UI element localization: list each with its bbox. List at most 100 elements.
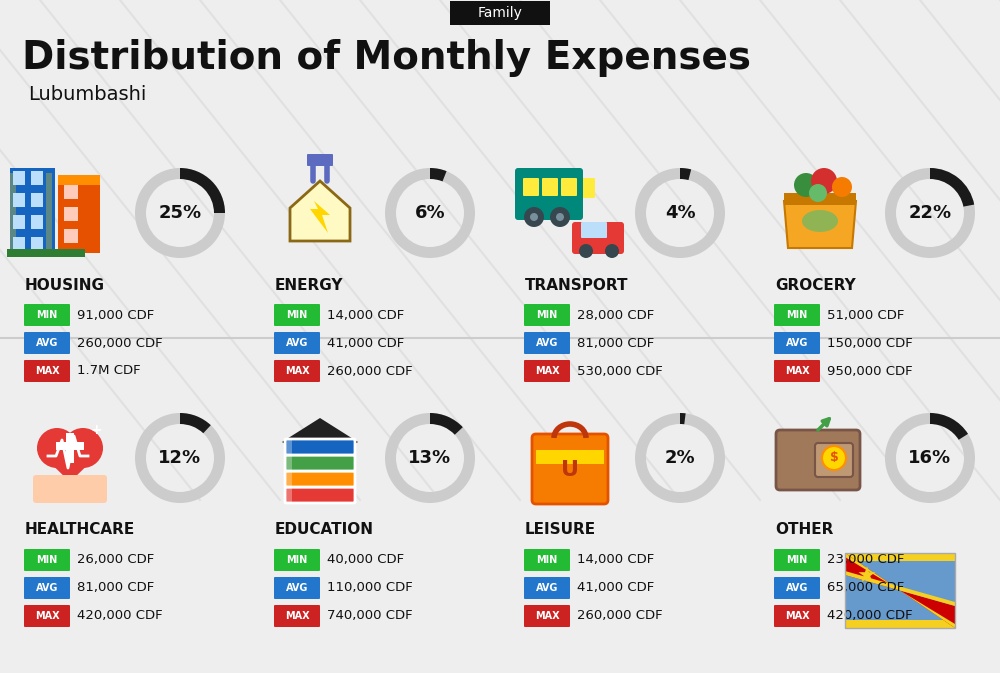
Text: 25%: 25% <box>158 204 202 222</box>
FancyBboxPatch shape <box>58 175 100 185</box>
Circle shape <box>832 177 852 197</box>
FancyBboxPatch shape <box>31 193 43 207</box>
Text: 22%: 22% <box>908 204 952 222</box>
FancyBboxPatch shape <box>774 332 820 354</box>
Circle shape <box>579 244 593 258</box>
FancyBboxPatch shape <box>774 304 820 326</box>
Text: 740,000 CDF: 740,000 CDF <box>327 610 413 623</box>
Text: AVG: AVG <box>786 338 808 348</box>
FancyBboxPatch shape <box>274 549 320 571</box>
Text: 41,000 CDF: 41,000 CDF <box>577 581 654 594</box>
FancyBboxPatch shape <box>285 439 355 455</box>
FancyBboxPatch shape <box>274 360 320 382</box>
FancyBboxPatch shape <box>31 171 43 185</box>
Text: 950,000 CDF: 950,000 CDF <box>827 365 913 378</box>
Circle shape <box>550 207 570 227</box>
Wedge shape <box>180 168 225 213</box>
FancyBboxPatch shape <box>561 178 577 196</box>
Text: AVG: AVG <box>36 338 58 348</box>
FancyBboxPatch shape <box>845 620 955 628</box>
FancyBboxPatch shape <box>31 215 43 229</box>
FancyBboxPatch shape <box>450 1 550 25</box>
Wedge shape <box>885 413 975 503</box>
FancyBboxPatch shape <box>7 249 85 257</box>
Text: U: U <box>561 460 579 480</box>
Text: AVG: AVG <box>536 583 558 593</box>
Text: 420,000 CDF: 420,000 CDF <box>827 610 913 623</box>
FancyBboxPatch shape <box>536 450 604 464</box>
Text: 260,000 CDF: 260,000 CDF <box>327 365 413 378</box>
FancyBboxPatch shape <box>524 360 570 382</box>
FancyBboxPatch shape <box>24 360 70 382</box>
Text: ★: ★ <box>857 567 877 587</box>
Text: $: $ <box>830 452 838 464</box>
Text: AVG: AVG <box>36 583 58 593</box>
Text: OTHER: OTHER <box>775 522 833 538</box>
Text: Lubumbashi: Lubumbashi <box>28 85 146 104</box>
FancyBboxPatch shape <box>776 430 860 490</box>
Text: 16%: 16% <box>908 449 952 467</box>
Text: MIN: MIN <box>286 555 308 565</box>
FancyBboxPatch shape <box>24 549 70 571</box>
Text: Distribution of Monthly Expenses: Distribution of Monthly Expenses <box>22 39 751 77</box>
Wedge shape <box>635 168 725 258</box>
Text: AVG: AVG <box>536 338 558 348</box>
FancyBboxPatch shape <box>285 471 355 487</box>
FancyBboxPatch shape <box>24 577 70 599</box>
Text: 530,000 CDF: 530,000 CDF <box>577 365 663 378</box>
Circle shape <box>794 173 818 197</box>
Circle shape <box>811 168 837 194</box>
Circle shape <box>310 432 330 452</box>
FancyBboxPatch shape <box>274 304 320 326</box>
Circle shape <box>524 207 544 227</box>
FancyBboxPatch shape <box>285 487 355 503</box>
FancyBboxPatch shape <box>583 178 595 198</box>
FancyBboxPatch shape <box>274 332 320 354</box>
FancyBboxPatch shape <box>64 207 78 221</box>
Polygon shape <box>290 181 350 241</box>
FancyBboxPatch shape <box>515 168 583 220</box>
Ellipse shape <box>802 210 838 232</box>
Circle shape <box>63 428 103 468</box>
FancyBboxPatch shape <box>10 168 55 253</box>
FancyBboxPatch shape <box>307 154 333 166</box>
Wedge shape <box>180 413 211 433</box>
FancyBboxPatch shape <box>274 605 320 627</box>
Polygon shape <box>845 553 955 628</box>
Text: 13%: 13% <box>408 449 452 467</box>
Wedge shape <box>135 168 225 258</box>
Text: MIN: MIN <box>786 310 808 320</box>
Text: AVG: AVG <box>286 338 308 348</box>
FancyBboxPatch shape <box>64 229 78 243</box>
Text: AVG: AVG <box>786 583 808 593</box>
Text: MAX: MAX <box>535 611 559 621</box>
Text: LEISURE: LEISURE <box>525 522 596 538</box>
FancyBboxPatch shape <box>524 304 570 326</box>
Text: 1.7M CDF: 1.7M CDF <box>77 365 141 378</box>
Circle shape <box>605 244 619 258</box>
FancyBboxPatch shape <box>274 577 320 599</box>
Text: 28,000 CDF: 28,000 CDF <box>577 308 654 322</box>
Wedge shape <box>680 168 691 180</box>
FancyBboxPatch shape <box>66 433 74 463</box>
Text: MAX: MAX <box>285 366 309 376</box>
FancyBboxPatch shape <box>774 605 820 627</box>
FancyBboxPatch shape <box>524 332 570 354</box>
Text: 150,000 CDF: 150,000 CDF <box>827 336 913 349</box>
Wedge shape <box>430 168 447 182</box>
Text: +: + <box>90 423 102 437</box>
Text: TRANSPORT: TRANSPORT <box>525 277 629 293</box>
Text: AVG: AVG <box>286 583 308 593</box>
FancyBboxPatch shape <box>24 304 70 326</box>
Text: MAX: MAX <box>35 366 59 376</box>
FancyBboxPatch shape <box>13 237 25 251</box>
Text: MIN: MIN <box>786 555 808 565</box>
Circle shape <box>809 184 827 202</box>
Text: 23,000 CDF: 23,000 CDF <box>827 553 904 567</box>
FancyBboxPatch shape <box>774 577 820 599</box>
Text: Family: Family <box>478 6 522 20</box>
FancyBboxPatch shape <box>286 456 292 470</box>
Polygon shape <box>845 553 955 628</box>
Circle shape <box>37 428 77 468</box>
FancyBboxPatch shape <box>46 173 52 253</box>
